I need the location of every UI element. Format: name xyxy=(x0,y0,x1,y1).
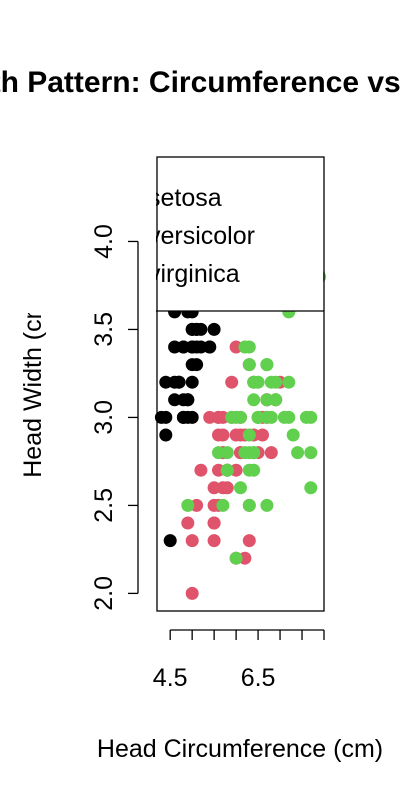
point-setosa-43 xyxy=(185,322,199,336)
point-virginica-25 xyxy=(282,375,296,389)
point-setosa-39 xyxy=(190,340,204,354)
point-virginica-0 xyxy=(242,358,256,372)
x-axis: 4.5 6.5 xyxy=(153,629,325,692)
point-versicolor-20 xyxy=(225,375,239,389)
plot-frame xyxy=(156,156,325,612)
point-versicolor-46 xyxy=(216,428,230,442)
point-versicolor-40 xyxy=(207,481,221,495)
legend-label-versicolor: versicolor xyxy=(148,222,255,250)
point-setosa-8 xyxy=(159,428,173,442)
point-versicolor-26 xyxy=(264,446,278,460)
y-axis: 2.0 2.5 3.0 3.5 4.0 xyxy=(90,224,139,611)
y-tick-label-0: 2.0 xyxy=(90,576,118,611)
legend-clip-mask xyxy=(0,150,156,313)
point-versicolor-7 xyxy=(181,516,195,530)
point-virginica-23 xyxy=(242,463,256,477)
y-tick-label-3: 3.5 xyxy=(90,312,118,347)
point-versicolor-37 xyxy=(242,534,256,548)
point-virginica-8 xyxy=(260,498,274,512)
y-tick-label-2: 3.0 xyxy=(90,400,118,435)
point-virginica-41 xyxy=(269,393,283,407)
point-virginica-21 xyxy=(212,446,225,460)
point-virginica-33 xyxy=(242,446,256,460)
y-axis-label: Head Width (cm) xyxy=(19,290,47,478)
x-tick-label-0: 4.5 xyxy=(153,664,188,692)
point-virginica-37 xyxy=(247,393,261,407)
y-tick-label-4: 4.0 xyxy=(90,224,118,259)
point-virginica-42 xyxy=(220,463,234,477)
point-setosa-41 xyxy=(163,534,177,548)
point-virginica-18 xyxy=(304,481,318,495)
point-virginica-7 xyxy=(286,428,300,442)
point-virginica-43 xyxy=(264,375,278,389)
point-setosa-49 xyxy=(185,358,199,372)
legend: setosa versicolor virginica xyxy=(0,150,324,313)
point-versicolor-9 xyxy=(194,463,208,477)
point-setosa-38 xyxy=(159,410,173,424)
points-layer xyxy=(154,164,327,600)
chart-title: Growth Pattern: Circumference vs Width xyxy=(0,66,406,99)
point-virginica-3 xyxy=(242,428,256,442)
point-versicolor-10 xyxy=(185,586,199,600)
legend-label-setosa: setosa xyxy=(148,184,222,212)
point-virginica-15 xyxy=(247,375,261,389)
point-setosa-34 xyxy=(181,393,195,407)
point-versicolor-31 xyxy=(207,516,221,530)
point-versicolor-43 xyxy=(185,534,199,548)
point-virginica-22 xyxy=(304,446,318,460)
point-virginica-6 xyxy=(181,498,195,512)
legend-label-virginica: virginica xyxy=(148,260,240,288)
y-tick-label-1: 2.5 xyxy=(90,488,118,523)
point-setosa-47 xyxy=(168,375,182,389)
point-virginica-46 xyxy=(242,498,256,512)
point-virginica-19 xyxy=(229,551,243,565)
point-virginica-30 xyxy=(291,446,305,460)
x-axis-label: Head Circumference (cm) xyxy=(97,735,383,763)
point-setosa-35 xyxy=(185,375,199,389)
point-versicolor-3 xyxy=(207,534,221,548)
point-versicolor-42 xyxy=(220,481,234,495)
point-virginica-47 xyxy=(251,410,265,424)
point-virginica-49 xyxy=(225,410,239,424)
point-setosa-36 xyxy=(207,322,221,336)
point-virginica-44 xyxy=(260,358,274,372)
point-virginica-29 xyxy=(282,410,296,424)
point-virginica-34 xyxy=(234,481,247,495)
point-setosa-45 xyxy=(176,410,190,424)
point-virginica-35 xyxy=(304,410,318,424)
point-setosa-31 xyxy=(203,340,217,354)
point-virginica-48 xyxy=(238,340,252,354)
x-tick-label-4: 6.5 xyxy=(241,664,276,692)
point-virginica-13 xyxy=(216,498,230,512)
